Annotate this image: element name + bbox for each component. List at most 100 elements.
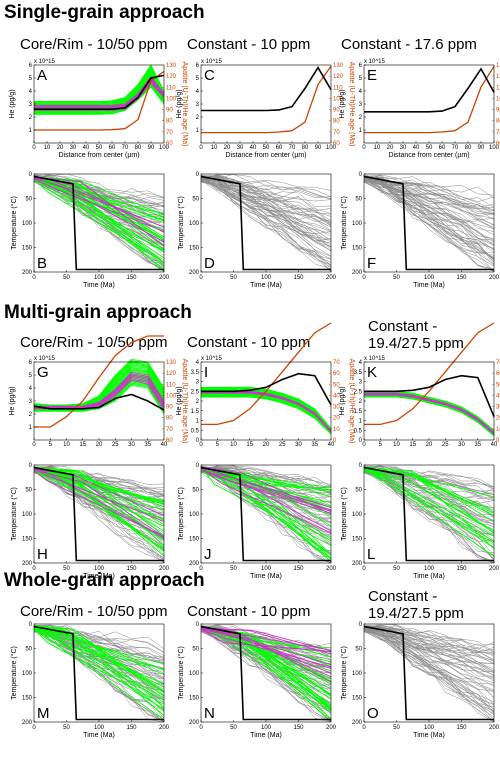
y-axis-label: Temperature (°C) [340,487,348,541]
y2-tick-label: 60 [496,371,500,377]
random-path [364,630,494,722]
x-tick-label: 40 [413,145,420,151]
y2-tick-label: 110 [496,85,500,91]
random-path [201,629,331,722]
y-tick-label: 6 [29,63,33,69]
random-path [364,465,494,490]
y-tick-label: 4 [29,89,33,95]
random-path [364,630,494,716]
panel-letter: H [37,546,48,563]
panel-letter: N [204,705,215,722]
fit-path [34,466,164,508]
good-path [201,629,331,668]
y2-tick-label: 70 [496,360,500,366]
x-tick-label: 20 [96,442,103,448]
random-path [201,177,331,260]
y-exponent: x 10^15 [201,59,222,65]
x-axis-label: Time (Ma) [413,282,445,289]
y2-tick-label: 130 [496,63,500,69]
y-tick-label: 100 [22,512,33,518]
y-tick-label: 2 [359,399,363,405]
random-path [364,626,494,698]
y-tick-label: 0 [196,172,200,178]
x-tick-label: 60 [109,145,116,151]
x-axis-label: Time (Ma) [413,573,445,580]
x-tick-label: 30 [128,442,135,448]
best-fit-curve [201,372,332,406]
panel-K: 051015202530354000.511.522.533.540102030… [338,322,500,458]
y-tick-label: 100 [189,512,200,518]
y2-tick-label: 100 [496,96,500,102]
x-axis-label: Time (Ma) [83,573,115,580]
x-tick-label: 200 [159,566,170,572]
y-tick-label: 0.5 [354,428,363,434]
section-title-single: Single-grain approach [4,2,205,23]
panel-letter: C [204,67,215,84]
x-tick-label: 15 [246,442,253,448]
panel-letter: B [37,255,47,272]
y2-tick-label: 80 [166,119,173,125]
random-path [34,174,164,199]
x-tick-label: 100 [94,566,105,572]
fit-path [364,469,494,516]
col-title-single-3: Constant - 17.6 ppm [341,36,477,53]
random-path [364,466,494,563]
good-curve [34,371,165,407]
y-tick-label: 150 [352,696,363,702]
y2-tick-label: 90 [166,108,173,114]
y-axis-label: He (pg/g) [339,89,346,118]
panel-A: 0 10 20 30 40 50 60 70 80 90 100 1 2 3 4 5 6 60 70 80 90 100 1… [8,55,190,161]
y-tick-label: 3.5 [354,370,363,376]
x-axis-label: Time (Ma) [83,732,115,739]
y-tick-label: 5 [29,373,33,379]
x-axis-label: Time (Ma) [250,573,282,580]
x-tick-label: 10 [211,145,218,151]
best-fit-path [201,466,331,562]
age-curve [34,70,165,131]
y-tick-label: 100 [352,671,363,677]
y-tick-label: 4 [29,386,33,392]
x-tick-label: 10 [230,442,237,448]
random-path [364,629,494,720]
random-path [201,624,331,647]
y-tick-label: 100 [352,221,363,227]
y-tick-label: 100 [352,512,363,518]
x-tick-label: 50 [230,566,237,572]
y2-tick-label: 100 [333,96,344,102]
y2-tick-label: 30 [496,405,500,411]
random-path [201,177,331,270]
x-tick-label: 50 [96,145,103,151]
best-fit-curve [364,67,495,113]
y-tick-label: 6 [29,360,33,366]
x-tick-label: 100 [94,725,105,731]
x-tick-label: 200 [326,566,337,572]
fit-path [364,470,494,533]
best-fit-curve [34,74,165,110]
random-path [364,625,494,670]
y-tick-label: 2.5 [354,389,363,395]
age-curve [364,65,495,134]
x-tick-label: 5 [216,442,220,448]
x-tick-label: 35 [474,442,481,448]
random-path [201,626,331,722]
y-tick-label: 0 [196,438,200,444]
y-tick-label: 0.5 [191,428,200,434]
age-curve [201,65,332,134]
y2-tick-label: 70 [496,130,500,136]
y-axis-label: He (pg/g) [9,89,16,118]
y-tick-label: 50 [355,197,362,203]
panel-B: 0 50 100 150 200 0 50 100 150 200 Time (Ma) Tempera… [8,172,172,290]
y-tick-label: 150 [352,537,363,543]
y2-tick-label: 20 [496,416,500,422]
y2-tick-label: 130 [166,360,177,366]
x-axis-label: Distance from center (µm) [58,152,139,159]
random-path [364,631,494,713]
random-path [201,179,331,272]
random-path [201,175,331,248]
x-tick-label: 40 [250,145,257,151]
good-path [201,467,331,534]
x-tick-label: 50 [263,145,270,151]
y-tick-label: 1 [29,128,33,134]
y-exponent: x 10^15 [364,59,385,65]
